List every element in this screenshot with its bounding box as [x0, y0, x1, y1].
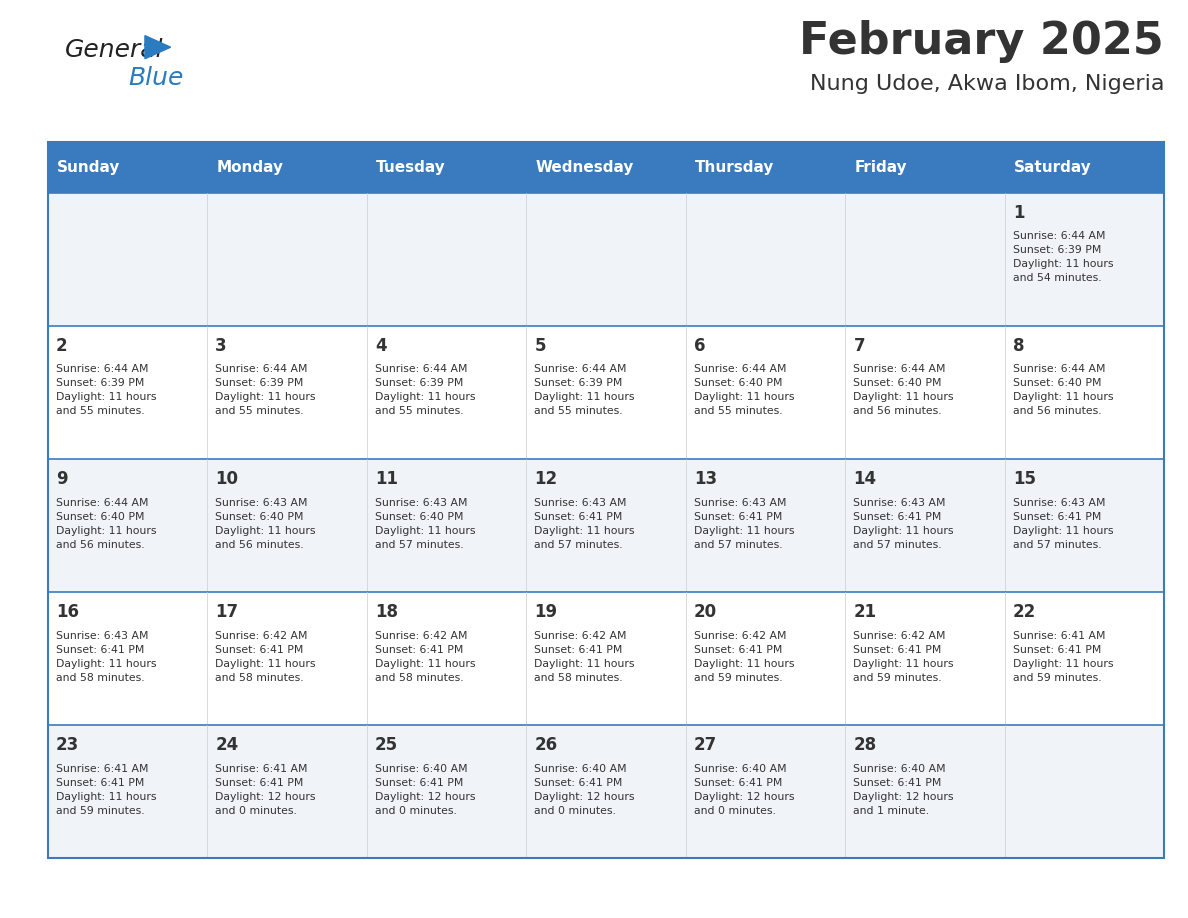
Text: 23: 23 — [56, 736, 80, 755]
Text: 19: 19 — [535, 603, 557, 621]
Text: Nung Udoe, Akwa Ibom, Nigeria: Nung Udoe, Akwa Ibom, Nigeria — [810, 74, 1164, 95]
Text: 2: 2 — [56, 337, 68, 355]
Text: 24: 24 — [215, 736, 239, 755]
Text: Sunrise: 6:42 AM
Sunset: 6:41 PM
Daylight: 11 hours
and 58 minutes.: Sunrise: 6:42 AM Sunset: 6:41 PM Dayligh… — [375, 631, 475, 683]
FancyBboxPatch shape — [48, 592, 1164, 725]
Text: Sunrise: 6:44 AM
Sunset: 6:39 PM
Daylight: 11 hours
and 55 minutes.: Sunrise: 6:44 AM Sunset: 6:39 PM Dayligh… — [375, 364, 475, 417]
Text: Sunrise: 6:44 AM
Sunset: 6:40 PM
Daylight: 11 hours
and 55 minutes.: Sunrise: 6:44 AM Sunset: 6:40 PM Dayligh… — [694, 364, 795, 417]
Polygon shape — [145, 36, 171, 59]
Text: 1: 1 — [1013, 204, 1024, 222]
Text: Sunrise: 6:44 AM
Sunset: 6:39 PM
Daylight: 11 hours
and 54 minutes.: Sunrise: 6:44 AM Sunset: 6:39 PM Dayligh… — [1013, 231, 1113, 284]
Text: Blue: Blue — [128, 66, 184, 90]
Text: Sunrise: 6:44 AM
Sunset: 6:40 PM
Daylight: 11 hours
and 56 minutes.: Sunrise: 6:44 AM Sunset: 6:40 PM Dayligh… — [853, 364, 954, 417]
Text: Monday: Monday — [216, 160, 284, 175]
Text: 3: 3 — [215, 337, 227, 355]
Text: 25: 25 — [375, 736, 398, 755]
Text: General: General — [65, 39, 164, 62]
FancyBboxPatch shape — [48, 725, 1164, 858]
Text: Sunrise: 6:41 AM
Sunset: 6:41 PM
Daylight: 11 hours
and 59 minutes.: Sunrise: 6:41 AM Sunset: 6:41 PM Dayligh… — [56, 764, 157, 816]
Text: 6: 6 — [694, 337, 706, 355]
Text: Sunrise: 6:40 AM
Sunset: 6:41 PM
Daylight: 12 hours
and 0 minutes.: Sunrise: 6:40 AM Sunset: 6:41 PM Dayligh… — [535, 764, 634, 816]
FancyBboxPatch shape — [48, 326, 1164, 459]
Text: Sunrise: 6:42 AM
Sunset: 6:41 PM
Daylight: 11 hours
and 58 minutes.: Sunrise: 6:42 AM Sunset: 6:41 PM Dayligh… — [535, 631, 634, 683]
Text: 28: 28 — [853, 736, 877, 755]
Text: 12: 12 — [535, 470, 557, 488]
Text: Sunrise: 6:42 AM
Sunset: 6:41 PM
Daylight: 11 hours
and 59 minutes.: Sunrise: 6:42 AM Sunset: 6:41 PM Dayligh… — [694, 631, 795, 683]
Text: 14: 14 — [853, 470, 877, 488]
Text: 20: 20 — [694, 603, 718, 621]
Text: Sunrise: 6:42 AM
Sunset: 6:41 PM
Daylight: 11 hours
and 59 minutes.: Sunrise: 6:42 AM Sunset: 6:41 PM Dayligh… — [853, 631, 954, 683]
Text: Sunrise: 6:43 AM
Sunset: 6:41 PM
Daylight: 11 hours
and 58 minutes.: Sunrise: 6:43 AM Sunset: 6:41 PM Dayligh… — [56, 631, 157, 683]
Text: Sunrise: 6:44 AM
Sunset: 6:40 PM
Daylight: 11 hours
and 56 minutes.: Sunrise: 6:44 AM Sunset: 6:40 PM Dayligh… — [56, 498, 157, 550]
Text: February 2025: February 2025 — [800, 20, 1164, 62]
Text: 7: 7 — [853, 337, 865, 355]
Text: 11: 11 — [375, 470, 398, 488]
Text: Sunrise: 6:43 AM
Sunset: 6:40 PM
Daylight: 11 hours
and 57 minutes.: Sunrise: 6:43 AM Sunset: 6:40 PM Dayligh… — [375, 498, 475, 550]
Text: Thursday: Thursday — [695, 160, 775, 175]
Text: Sunrise: 6:41 AM
Sunset: 6:41 PM
Daylight: 12 hours
and 0 minutes.: Sunrise: 6:41 AM Sunset: 6:41 PM Dayligh… — [215, 764, 316, 816]
Text: Saturday: Saturday — [1015, 160, 1092, 175]
Text: Sunrise: 6:43 AM
Sunset: 6:41 PM
Daylight: 11 hours
and 57 minutes.: Sunrise: 6:43 AM Sunset: 6:41 PM Dayligh… — [853, 498, 954, 550]
Text: Sunrise: 6:41 AM
Sunset: 6:41 PM
Daylight: 11 hours
and 59 minutes.: Sunrise: 6:41 AM Sunset: 6:41 PM Dayligh… — [1013, 631, 1113, 683]
Text: Sunrise: 6:44 AM
Sunset: 6:39 PM
Daylight: 11 hours
and 55 minutes.: Sunrise: 6:44 AM Sunset: 6:39 PM Dayligh… — [215, 364, 316, 417]
Text: 22: 22 — [1013, 603, 1036, 621]
Text: 9: 9 — [56, 470, 68, 488]
Text: 10: 10 — [215, 470, 239, 488]
Text: 26: 26 — [535, 736, 557, 755]
Text: Friday: Friday — [854, 160, 908, 175]
Text: Sunrise: 6:44 AM
Sunset: 6:39 PM
Daylight: 11 hours
and 55 minutes.: Sunrise: 6:44 AM Sunset: 6:39 PM Dayligh… — [56, 364, 157, 417]
FancyBboxPatch shape — [48, 459, 1164, 592]
Text: Sunrise: 6:43 AM
Sunset: 6:41 PM
Daylight: 11 hours
and 57 minutes.: Sunrise: 6:43 AM Sunset: 6:41 PM Dayligh… — [535, 498, 634, 550]
Text: Sunrise: 6:40 AM
Sunset: 6:41 PM
Daylight: 12 hours
and 1 minute.: Sunrise: 6:40 AM Sunset: 6:41 PM Dayligh… — [853, 764, 954, 816]
Text: 13: 13 — [694, 470, 718, 488]
Text: 15: 15 — [1013, 470, 1036, 488]
Text: Sunrise: 6:40 AM
Sunset: 6:41 PM
Daylight: 12 hours
and 0 minutes.: Sunrise: 6:40 AM Sunset: 6:41 PM Dayligh… — [375, 764, 475, 816]
Text: Sunrise: 6:44 AM
Sunset: 6:40 PM
Daylight: 11 hours
and 56 minutes.: Sunrise: 6:44 AM Sunset: 6:40 PM Dayligh… — [1013, 364, 1113, 417]
Text: Wednesday: Wednesday — [536, 160, 634, 175]
FancyBboxPatch shape — [48, 193, 1164, 326]
Text: 27: 27 — [694, 736, 718, 755]
Text: 8: 8 — [1013, 337, 1024, 355]
Text: Sunrise: 6:42 AM
Sunset: 6:41 PM
Daylight: 11 hours
and 58 minutes.: Sunrise: 6:42 AM Sunset: 6:41 PM Dayligh… — [215, 631, 316, 683]
Text: Tuesday: Tuesday — [377, 160, 446, 175]
Text: 5: 5 — [535, 337, 546, 355]
Text: Sunrise: 6:43 AM
Sunset: 6:41 PM
Daylight: 11 hours
and 57 minutes.: Sunrise: 6:43 AM Sunset: 6:41 PM Dayligh… — [1013, 498, 1113, 550]
Text: 16: 16 — [56, 603, 78, 621]
Text: 18: 18 — [375, 603, 398, 621]
Text: Sunday: Sunday — [57, 160, 120, 175]
Text: Sunrise: 6:40 AM
Sunset: 6:41 PM
Daylight: 12 hours
and 0 minutes.: Sunrise: 6:40 AM Sunset: 6:41 PM Dayligh… — [694, 764, 795, 816]
Text: 21: 21 — [853, 603, 877, 621]
Text: 17: 17 — [215, 603, 239, 621]
Text: Sunrise: 6:43 AM
Sunset: 6:41 PM
Daylight: 11 hours
and 57 minutes.: Sunrise: 6:43 AM Sunset: 6:41 PM Dayligh… — [694, 498, 795, 550]
FancyBboxPatch shape — [48, 142, 1164, 193]
Text: Sunrise: 6:43 AM
Sunset: 6:40 PM
Daylight: 11 hours
and 56 minutes.: Sunrise: 6:43 AM Sunset: 6:40 PM Dayligh… — [215, 498, 316, 550]
Text: 4: 4 — [375, 337, 386, 355]
Text: Sunrise: 6:44 AM
Sunset: 6:39 PM
Daylight: 11 hours
and 55 minutes.: Sunrise: 6:44 AM Sunset: 6:39 PM Dayligh… — [535, 364, 634, 417]
